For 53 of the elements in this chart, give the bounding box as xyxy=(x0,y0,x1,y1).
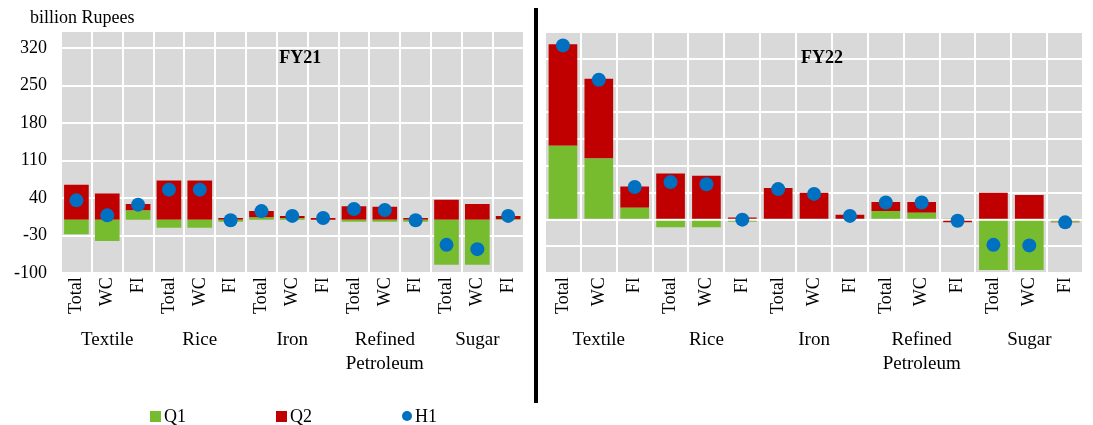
x-tick-label: WC xyxy=(587,277,608,307)
x-tick-label: FI xyxy=(311,277,332,294)
x-tick-label: Total xyxy=(551,277,572,314)
x-tick-label: WC xyxy=(802,277,823,307)
x-tick-label: WC xyxy=(188,277,209,307)
x-tick-label: Total xyxy=(874,277,895,314)
x-tick-label: FI xyxy=(496,277,517,294)
text: FY22 xyxy=(801,46,844,67)
text: Refined Petroleum xyxy=(345,327,425,373)
x-tick-label: WC xyxy=(466,277,487,307)
x-tick-label: FI xyxy=(1053,277,1074,294)
x-tick-label: WC xyxy=(281,277,302,307)
text: Sugar xyxy=(1007,327,1053,349)
x-tick-label: Total xyxy=(982,277,1003,314)
x-tick-label: FI xyxy=(946,277,967,294)
y-tick-label: -100 xyxy=(13,262,47,282)
text: Rice xyxy=(689,327,724,349)
x-tick-label: FI xyxy=(623,277,644,294)
x-tick-label: FI xyxy=(731,277,752,294)
y-tick-label: -30 xyxy=(22,224,47,245)
x-tick-label: Total xyxy=(766,277,787,314)
text: Sugar xyxy=(455,327,501,349)
x-tick-label: WC xyxy=(1018,277,1039,307)
x-tick-label: FI xyxy=(219,277,240,294)
y-tick-label: 250 xyxy=(19,74,47,95)
x-tick-label: Total xyxy=(65,277,86,314)
x-tick-label: WC xyxy=(95,277,116,307)
y-tick-label: 40 xyxy=(28,186,47,207)
y-axis-title: billion Rupees xyxy=(30,6,135,27)
y-tick-label: 110 xyxy=(20,149,47,170)
y-tick-label: 320 xyxy=(19,36,47,57)
legend-label: Q1 xyxy=(164,405,186,425)
text: Refined Petroleum xyxy=(882,327,961,373)
x-tick-label: WC xyxy=(910,277,931,307)
text: Iron xyxy=(798,327,831,349)
x-tick-label: Total xyxy=(157,277,178,314)
text: Iron xyxy=(276,327,309,349)
legend-label: Q2 xyxy=(290,405,312,425)
x-tick-label: FI xyxy=(838,277,859,294)
x-tick-label: Total xyxy=(435,277,456,314)
x-tick-label: Total xyxy=(659,277,680,314)
text: Textile xyxy=(572,327,626,349)
x-tick-label: WC xyxy=(695,277,716,307)
x-tick-label: Total xyxy=(342,277,363,314)
legend-label: H1 xyxy=(415,405,437,425)
x-tick-label: FI xyxy=(404,277,425,294)
y-tick-label: 180 xyxy=(19,111,47,132)
x-tick-label: WC xyxy=(373,277,394,307)
text: Rice xyxy=(182,327,218,349)
text: Textile xyxy=(81,327,134,349)
x-tick-label: Total xyxy=(250,277,271,314)
text: FY21 xyxy=(279,46,322,67)
x-tick-label: FI xyxy=(126,277,147,294)
